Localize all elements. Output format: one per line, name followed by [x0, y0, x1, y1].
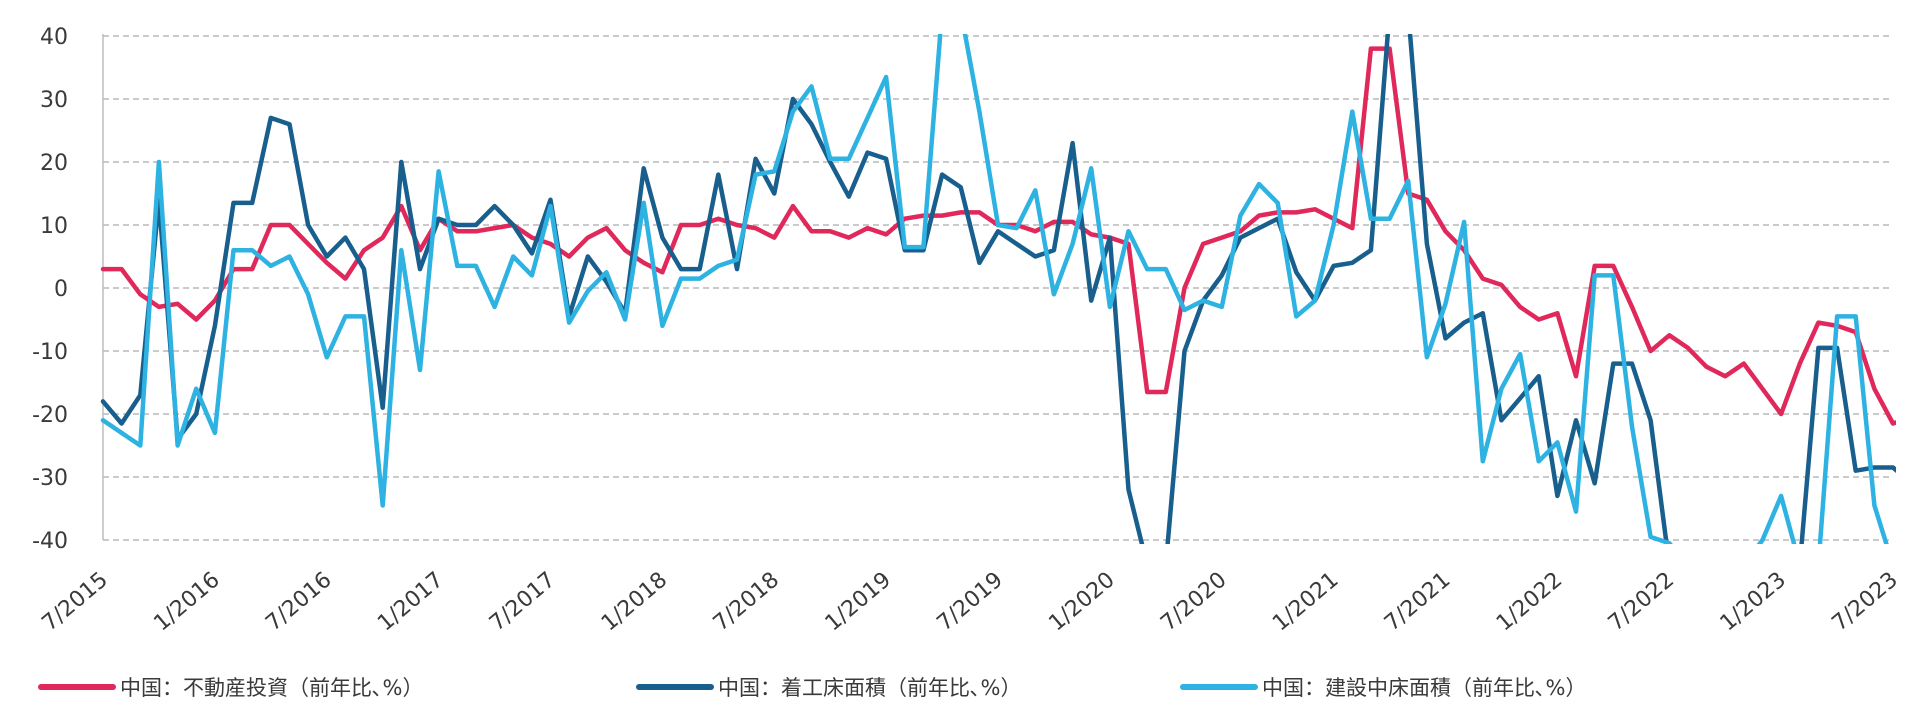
x-tick-label: 7/2019	[932, 567, 1007, 636]
y-tick-label: 30	[40, 88, 68, 113]
x-tick-label: 1/2019	[821, 567, 896, 636]
legend-swatch-real-estate-investment	[38, 684, 116, 690]
y-tick-label: -40	[32, 529, 68, 554]
legend-item-real-estate-investment: 中国：不動産投資（前年比､%）	[38, 672, 423, 702]
x-tick-label: 1/2018	[597, 567, 672, 636]
legend-swatch-floor-space-started	[636, 684, 714, 690]
series-line-3	[100, 34, 1889, 544]
y-tick-label: 20	[40, 151, 68, 176]
y-tick-label: -10	[32, 340, 68, 365]
x-tick-label: 7/2017	[485, 567, 560, 636]
y-tick-label: 0	[54, 277, 68, 302]
y-axis-tick-labels: 40 30 20 10 0 -10 -20 -30 -40	[32, 25, 68, 554]
legend-label-real-estate-investment: 中国：不動産投資（前年比､%）	[120, 676, 424, 700]
legend-item-floor-space-under-construction: 中国：建設中床面積（前年比､%）	[1180, 672, 1586, 702]
x-tick-label: 1/2022	[1492, 567, 1567, 636]
legend-label-floor-space-started: 中国：着工床面積（前年比､%）	[718, 676, 1022, 700]
x-tick-label: 7/2021	[1380, 567, 1455, 636]
x-tick-label: 1/2021	[1268, 567, 1343, 636]
x-tick-label: 1/2016	[149, 567, 224, 636]
x-tick-label: 7/2016	[261, 567, 336, 636]
y-tick-label: 40	[40, 25, 68, 50]
x-axis-tick-labels: 7/2015 1/2016 7/2016 1/2017 7/2017 1/2018 7/20…	[37, 567, 1902, 636]
y-tick-label: -30	[32, 466, 68, 491]
x-tick-label: 7/2020	[1156, 567, 1231, 636]
x-tick-label: 7/2022	[1604, 567, 1679, 636]
legend-swatch-floor-space-under-construction	[1180, 684, 1258, 690]
x-tick-label: 7/2023	[1827, 567, 1902, 636]
legend-label-floor-space-under-construction: 中国：建設中床面積（前年比､%）	[1262, 676, 1587, 700]
legend-item-floor-space-started: 中国：着工床面積（前年比､%）	[636, 672, 1021, 702]
x-tick-label: 1/2017	[373, 567, 448, 636]
x-tick-label: 7/2015	[37, 567, 112, 636]
x-tick-label: 1/2023	[1716, 567, 1791, 636]
y-tick-label: 10	[40, 214, 68, 239]
x-tick-label: 7/2018	[709, 567, 784, 636]
y-tick-label: -20	[32, 403, 68, 428]
x-tick-label: 1/2020	[1044, 567, 1119, 636]
series-lines	[100, 34, 1896, 544]
